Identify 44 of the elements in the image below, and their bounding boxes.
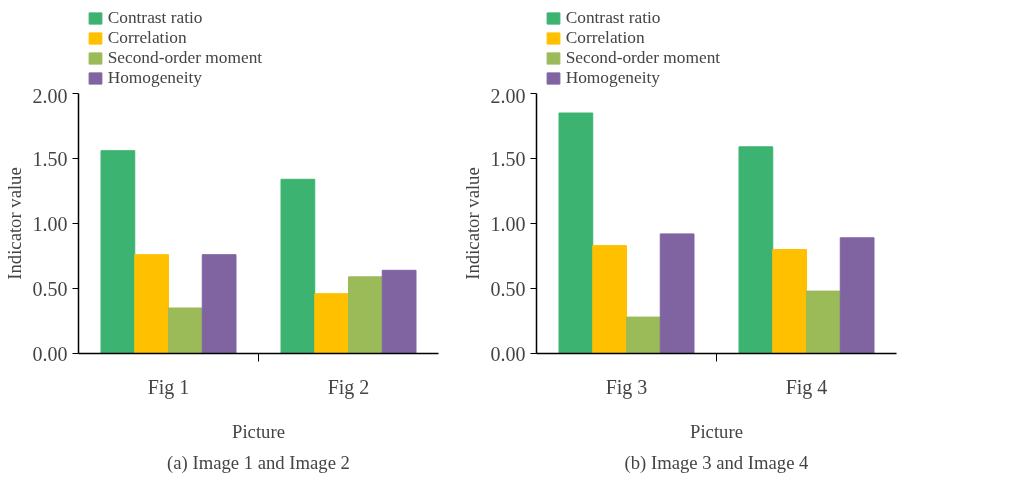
- y-tick-label: 0.00: [490, 342, 526, 365]
- legend-label: Homogeneity: [107, 68, 202, 88]
- bar: [839, 237, 875, 354]
- y-tick-label: 0.00: [32, 342, 68, 365]
- bar: [381, 269, 417, 354]
- y-axis-title: Indicator value: [3, 167, 25, 280]
- bar: [806, 290, 841, 354]
- legend-label: Contrast ratio: [107, 8, 203, 28]
- legend-label: Homogeneity: [565, 68, 660, 88]
- x-tick-label: Fig 1: [147, 375, 190, 399]
- y-tick-label: 0.50: [490, 277, 526, 300]
- bar: [168, 307, 203, 354]
- text: (a) Image 1 and Image 2: [167, 451, 350, 474]
- y-tick-label: 0.50: [32, 277, 68, 300]
- bar: [201, 254, 237, 354]
- bar: [280, 178, 316, 354]
- bar: [134, 254, 169, 354]
- bar: [738, 146, 774, 354]
- legend-label: Correlation: [565, 28, 645, 48]
- x-axis-title: Picture: [232, 420, 285, 442]
- bar: [626, 316, 661, 354]
- y-tick-label: 2.00: [32, 84, 68, 107]
- bar: [314, 293, 349, 354]
- x-tick-label: Fig 3: [605, 375, 648, 399]
- bar: [100, 150, 136, 354]
- bar: [659, 233, 695, 354]
- text: (b) Image 3 and Image 4: [624, 451, 810, 474]
- bar: [558, 112, 594, 354]
- legend-label: Contrast ratio: [565, 8, 661, 28]
- bar: [592, 245, 627, 354]
- y-axis-title: Indicator value: [461, 167, 483, 280]
- bar: [772, 249, 807, 354]
- y-tick-label: 1.00: [490, 212, 526, 235]
- x-tick-label: Fig 2: [327, 375, 370, 399]
- x-tick-label: Fig 4: [785, 375, 828, 399]
- legend-label: Correlation: [107, 28, 187, 48]
- bar: [348, 276, 383, 354]
- y-tick-label: 1.50: [490, 147, 526, 170]
- x-axis-title: Picture: [690, 420, 743, 442]
- y-tick-label: 2.00: [490, 84, 526, 107]
- legend-label: Second-order moment: [107, 48, 263, 68]
- y-tick-label: 1.50: [32, 147, 68, 170]
- y-tick-label: 1.00: [32, 212, 68, 235]
- legend-label: Second-order moment: [565, 48, 721, 68]
